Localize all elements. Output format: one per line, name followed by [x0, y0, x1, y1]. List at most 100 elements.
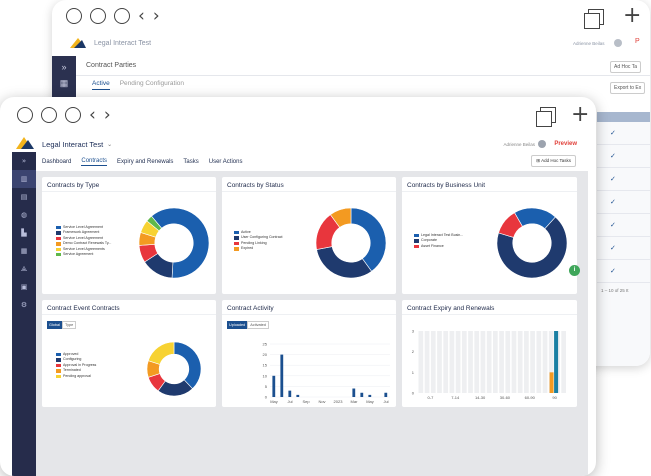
legend-item[interactable]: Pending approval [56, 374, 96, 379]
donut-slice[interactable] [151, 207, 210, 279]
avatar[interactable] [538, 140, 546, 148]
legend-item[interactable]: Configuring [56, 357, 96, 362]
legend-item[interactable]: Service Level Agreement [56, 236, 111, 241]
tab-user-actions[interactable]: User Actions [208, 159, 243, 165]
legend-item[interactable]: Approval in Progress [56, 363, 96, 368]
bar[interactable] [296, 394, 300, 397]
window-circle-button[interactable] [17, 107, 33, 123]
tab-active[interactable]: Active [92, 80, 110, 90]
forward-chevron-icon[interactable]: › [103, 105, 111, 125]
donut-slice[interactable] [496, 216, 568, 279]
donut-slice[interactable] [330, 207, 352, 228]
legend-swatch [234, 231, 239, 235]
legend-item[interactable]: Demo Contract Renewals Ty... [56, 241, 111, 246]
export-button[interactable]: Export to Ex [610, 82, 646, 94]
donut-slice[interactable] [146, 215, 163, 232]
forward-chevron-icon[interactable]: › [152, 6, 160, 26]
bar[interactable] [360, 392, 364, 397]
preview-button[interactable]: Preview [554, 141, 577, 147]
toggle-global[interactable]: Global [47, 321, 62, 329]
window-circle-button[interactable] [65, 107, 81, 123]
donut-slice[interactable] [147, 341, 175, 365]
windows-icon[interactable] [584, 9, 604, 29]
window-circle-button[interactable] [114, 8, 130, 24]
legend-item[interactable]: Pending Linking [234, 241, 283, 246]
dashboard-icon[interactable]: ▦ [59, 78, 69, 88]
chart-legend: Legal Interact Test Busin... Corporate Ass… [414, 233, 463, 249]
calculator-icon[interactable]: ▣ [20, 283, 28, 291]
chevron-down-icon[interactable]: ⌄ [107, 141, 113, 148]
donut-chart[interactable] [146, 341, 202, 397]
bar-chart[interactable]: 0 5 10 15 20 25 May Jul Sep Nov 2023 Mar May Jul [222, 340, 396, 407]
plus-icon[interactable]: + [623, 3, 642, 28]
add-tasks-button[interactable]: ⊞ Add Hoc Tasks [531, 155, 576, 167]
legend-item[interactable]: Active [234, 230, 283, 235]
windows-icon[interactable] [536, 107, 556, 127]
donut-slice[interactable] [316, 246, 372, 279]
card-title: Contracts by Business Unit [402, 177, 577, 192]
building-icon[interactable]: ▦ [20, 247, 28, 255]
tab-contracts[interactable]: Contracts [81, 158, 108, 166]
bar-chart[interactable]: 0 1 2 3 0-7 7-14 14-30 30-60 60-90 90 [402, 324, 577, 407]
bar[interactable] [368, 394, 372, 397]
legend-label: Pending Linking [241, 240, 267, 245]
bar-background [455, 331, 461, 393]
bar[interactable] [384, 392, 388, 397]
legend-item[interactable]: Legal Interact Test Busin... [414, 233, 463, 238]
legend-item[interactable]: Service Level Agreement [56, 225, 111, 230]
app-title[interactable]: Legal Interact Test [42, 139, 104, 149]
donut-chart[interactable] [315, 207, 387, 279]
legend-item[interactable]: Asset Finance [414, 244, 463, 249]
bar[interactable] [280, 354, 284, 397]
window-circle-button[interactable] [90, 8, 106, 24]
y-tick-label: 5 [265, 384, 268, 389]
info-icon[interactable]: i [569, 265, 580, 276]
legend-item[interactable]: Expired [234, 246, 283, 251]
pagination-text: 1 – 10 of 25 It [601, 288, 629, 293]
chart-legend: Active User Configuring Contract Pending L… [234, 230, 283, 252]
back-add-task-button[interactable]: Ad Hoc Ta [610, 61, 641, 73]
bar[interactable] [352, 388, 356, 397]
toggle-activated[interactable]: Activated [247, 321, 269, 329]
back-chevron-icon[interactable]: ‹ [89, 105, 96, 125]
globe-icon[interactable]: ◍ [20, 211, 28, 219]
back-preview[interactable]: P [635, 38, 640, 45]
back-chevron-icon[interactable]: ‹ [138, 6, 145, 26]
org-chart-icon[interactable]: ⟁ [20, 264, 28, 273]
tab-expiry-renewals[interactable]: Expiry and Renewals [117, 159, 174, 165]
donut-slice[interactable] [173, 341, 202, 390]
legend-item[interactable]: Service Level Agreements [56, 247, 111, 252]
bar[interactable] [554, 331, 559, 393]
bar[interactable] [288, 390, 292, 397]
window-circle-button[interactable] [66, 8, 82, 24]
tab-tasks[interactable]: Tasks [183, 159, 199, 165]
donut-chart[interactable] [138, 207, 210, 279]
bar-background [443, 331, 449, 393]
donut-slice[interactable] [498, 212, 523, 238]
avatar[interactable] [614, 39, 622, 47]
settings-icon[interactable]: ⚙ [20, 301, 28, 309]
toggle-type[interactable]: Type [61, 321, 77, 329]
dashboard-icon[interactable]: ▥ [12, 170, 36, 188]
library-icon[interactable]: ▙ [21, 229, 27, 237]
legend-item[interactable]: User Configuring Contract [234, 235, 283, 240]
collapse-icon[interactable]: » [61, 62, 67, 72]
x-tick-label: Nov [318, 399, 325, 404]
documents-icon[interactable]: ▤ [20, 193, 28, 201]
window-circle-button[interactable] [41, 107, 57, 123]
plus-icon[interactable]: + [571, 102, 590, 127]
legend-item[interactable]: Service Agreement [56, 252, 111, 257]
bar[interactable] [272, 375, 276, 397]
legend-item[interactable]: Terminated [56, 368, 96, 373]
back-app-title[interactable]: Legal Interact Test [94, 40, 152, 47]
bar-background [561, 331, 566, 393]
bar[interactable] [549, 372, 554, 393]
legend-item[interactable]: Corporate [414, 238, 463, 243]
legend-item[interactable]: Approved [56, 352, 96, 357]
toggle-uploaded[interactable]: Uploaded [227, 321, 248, 329]
collapse-icon[interactable]: » [21, 157, 27, 165]
tab-dashboard[interactable]: Dashboard [42, 159, 72, 165]
donut-chart[interactable] [496, 207, 568, 279]
legend-item[interactable]: Framework Agreement [56, 230, 111, 235]
tab-pending-configuration[interactable]: Pending Configuration [119, 80, 185, 87]
